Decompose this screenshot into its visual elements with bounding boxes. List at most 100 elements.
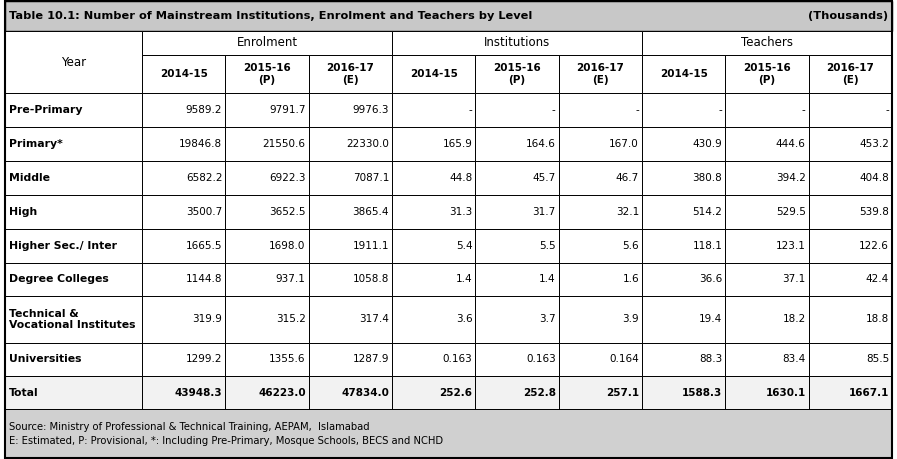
Bar — [309, 195, 392, 229]
Text: 85.5: 85.5 — [866, 354, 889, 364]
Text: 2014-15: 2014-15 — [410, 69, 457, 79]
Bar — [309, 343, 392, 376]
Text: 444.6: 444.6 — [776, 139, 806, 149]
Bar — [142, 263, 225, 296]
Bar — [392, 55, 475, 93]
Bar — [809, 161, 892, 195]
Text: 0.163: 0.163 — [526, 354, 555, 364]
Text: 45.7: 45.7 — [533, 173, 555, 183]
Bar — [392, 31, 642, 55]
Bar — [642, 376, 726, 409]
Text: Higher Sec./ Inter: Higher Sec./ Inter — [9, 241, 117, 251]
Text: 2014-15: 2014-15 — [659, 69, 708, 79]
Text: 529.5: 529.5 — [776, 207, 806, 217]
Bar — [5, 195, 142, 229]
Text: 5.5: 5.5 — [539, 241, 555, 251]
Text: 2015-16
(P): 2015-16 (P) — [493, 63, 541, 85]
Text: 42.4: 42.4 — [866, 274, 889, 285]
Bar — [642, 229, 726, 263]
Bar — [726, 127, 809, 161]
Bar — [5, 31, 142, 93]
Text: 167.0: 167.0 — [609, 139, 639, 149]
Bar — [559, 161, 642, 195]
Bar — [726, 161, 809, 195]
Text: 83.4: 83.4 — [782, 354, 806, 364]
Bar — [142, 31, 392, 55]
Text: 2016-17
(E): 2016-17 (E) — [327, 63, 374, 85]
Text: Table 10.1: Number of Mainstream Institutions, Enrolment and Teachers by Level: Table 10.1: Number of Mainstream Institu… — [9, 11, 533, 21]
Text: 252.8: 252.8 — [523, 387, 555, 397]
Text: 31.7: 31.7 — [533, 207, 555, 217]
Text: 47834.0: 47834.0 — [341, 387, 389, 397]
Bar — [559, 376, 642, 409]
Bar — [475, 55, 559, 93]
Bar — [5, 229, 142, 263]
Text: 165.9: 165.9 — [442, 139, 473, 149]
Text: Year: Year — [61, 56, 86, 68]
Bar — [475, 127, 559, 161]
Bar — [475, 296, 559, 343]
Bar — [392, 376, 475, 409]
Bar — [726, 93, 809, 127]
Bar — [726, 376, 809, 409]
Text: (Thousands): (Thousands) — [808, 11, 888, 21]
Bar — [392, 263, 475, 296]
Text: 2016-17
(E): 2016-17 (E) — [826, 63, 875, 85]
Bar — [559, 263, 642, 296]
Bar — [142, 296, 225, 343]
Text: 118.1: 118.1 — [692, 241, 722, 251]
Bar — [5, 1, 892, 31]
Bar — [809, 296, 892, 343]
Text: -: - — [885, 105, 889, 115]
Text: 1287.9: 1287.9 — [353, 354, 389, 364]
Bar — [142, 93, 225, 127]
Bar — [726, 195, 809, 229]
Text: Technical &
Vocational Institutes: Technical & Vocational Institutes — [9, 309, 135, 330]
Text: 6922.3: 6922.3 — [269, 173, 306, 183]
Text: 1.6: 1.6 — [623, 274, 639, 285]
Bar — [225, 127, 309, 161]
Text: Institutions: Institutions — [483, 37, 550, 50]
Bar — [809, 93, 892, 127]
Text: High: High — [9, 207, 38, 217]
Text: 430.9: 430.9 — [692, 139, 722, 149]
Bar — [475, 161, 559, 195]
Text: -: - — [718, 105, 722, 115]
Bar — [5, 376, 142, 409]
Bar — [559, 229, 642, 263]
Text: 1667.1: 1667.1 — [849, 387, 889, 397]
Bar — [5, 161, 142, 195]
Bar — [392, 343, 475, 376]
Bar — [809, 263, 892, 296]
Text: 1.4: 1.4 — [456, 274, 473, 285]
Text: 6582.2: 6582.2 — [186, 173, 222, 183]
Text: 31.3: 31.3 — [449, 207, 473, 217]
Bar — [5, 93, 142, 127]
Bar — [475, 229, 559, 263]
Bar — [642, 31, 892, 55]
Bar — [475, 263, 559, 296]
Text: 9976.3: 9976.3 — [353, 105, 389, 115]
Bar — [809, 55, 892, 93]
Bar — [642, 343, 726, 376]
Bar — [225, 229, 309, 263]
Text: 44.8: 44.8 — [449, 173, 473, 183]
Bar — [142, 127, 225, 161]
Bar — [5, 127, 142, 161]
Bar — [475, 195, 559, 229]
Bar — [809, 127, 892, 161]
Bar — [475, 376, 559, 409]
Text: 539.8: 539.8 — [859, 207, 889, 217]
Text: 1665.5: 1665.5 — [186, 241, 222, 251]
Text: 9791.7: 9791.7 — [269, 105, 306, 115]
Bar — [309, 55, 392, 93]
Text: 22330.0: 22330.0 — [346, 139, 389, 149]
Bar — [5, 409, 892, 458]
Text: 43948.3: 43948.3 — [175, 387, 222, 397]
Text: -: - — [552, 105, 555, 115]
Bar — [642, 263, 726, 296]
Text: Pre-Primary: Pre-Primary — [9, 105, 83, 115]
Text: 2015-16
(P): 2015-16 (P) — [743, 63, 791, 85]
Bar — [642, 195, 726, 229]
Bar — [726, 263, 809, 296]
